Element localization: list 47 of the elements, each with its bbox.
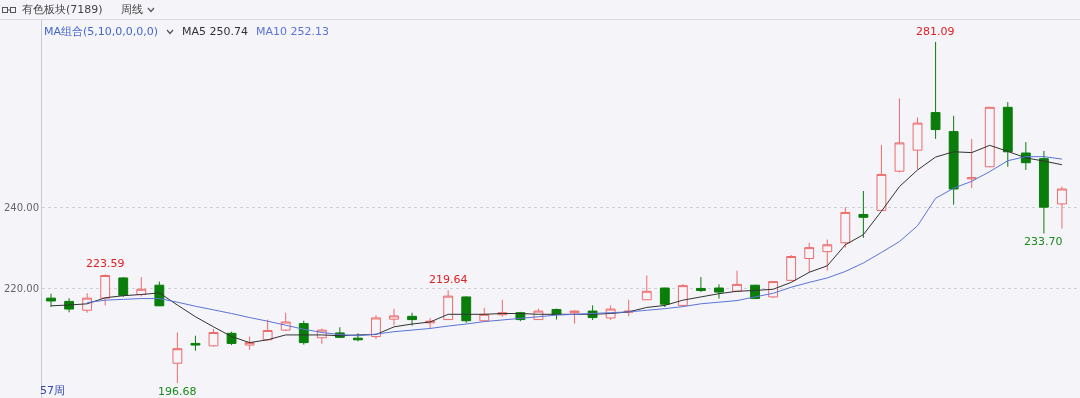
annotation: MA组合(5,10,0,0,0,0) bbox=[44, 24, 159, 39]
candlestick bbox=[371, 314, 381, 340]
annotation: 233.70 bbox=[1024, 235, 1063, 248]
annotation: 196.68 bbox=[158, 385, 197, 398]
candlestick bbox=[262, 319, 273, 342]
candlestick bbox=[822, 239, 833, 272]
y-tick-label: 240.00 bbox=[4, 202, 39, 214]
candlestick bbox=[894, 97, 905, 173]
candlestick bbox=[443, 289, 454, 321]
candlestick bbox=[930, 41, 941, 140]
candlestick bbox=[1038, 150, 1049, 234]
candlestick bbox=[804, 242, 815, 273]
candlestick bbox=[118, 276, 129, 298]
candlestick bbox=[208, 328, 219, 348]
annotation: 223.59 bbox=[86, 257, 125, 270]
candlestick bbox=[100, 273, 111, 306]
chart-subtitle: 周线 bbox=[120, 2, 143, 17]
candlestick bbox=[172, 332, 183, 384]
candlestick bbox=[569, 309, 580, 325]
candlestick bbox=[1057, 186, 1067, 230]
candlestick bbox=[1002, 101, 1013, 168]
candlestick bbox=[641, 275, 652, 301]
candlestick bbox=[948, 115, 959, 206]
candlestick bbox=[966, 138, 977, 189]
candlestick bbox=[695, 276, 706, 293]
candlestick bbox=[46, 293, 56, 308]
candlestick bbox=[786, 254, 797, 282]
annotation: 57周 bbox=[40, 384, 65, 397]
y-tick-label: 220.00 bbox=[4, 283, 39, 295]
candlestick bbox=[677, 283, 688, 307]
candlestick bbox=[858, 190, 869, 239]
candlestick bbox=[912, 116, 923, 170]
candlestick bbox=[876, 144, 887, 212]
candlestick bbox=[840, 206, 851, 249]
text: MA10 252.13 bbox=[256, 25, 330, 38]
annotation: 281.09 bbox=[916, 25, 955, 38]
text: MA5 250.74 bbox=[182, 25, 249, 38]
candlestick bbox=[190, 335, 201, 352]
annotation: 219.64 bbox=[429, 273, 468, 286]
candlestick bbox=[984, 106, 995, 168]
candlestick bbox=[714, 283, 724, 300]
chart-title: 有色板块(7189) bbox=[22, 2, 103, 17]
candlestick bbox=[389, 308, 399, 326]
candlestick bbox=[461, 296, 472, 324]
candlestick bbox=[407, 312, 417, 327]
candlestick bbox=[659, 287, 670, 308]
candlestick bbox=[732, 270, 742, 293]
